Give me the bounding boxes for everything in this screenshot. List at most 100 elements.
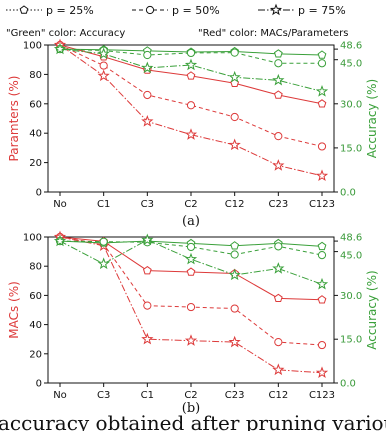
panel-b-series-right-circle-point bbox=[317, 251, 327, 260]
panel-b-series-left-star-point bbox=[315, 366, 329, 378]
panel-b-right-tick-label: 15.0 bbox=[340, 335, 362, 346]
panel-a-series-right-star-point bbox=[97, 47, 110, 60]
panel-b-series-right-star-point bbox=[53, 234, 67, 247]
panel-b-series-left-pentagon-point bbox=[186, 267, 196, 276]
panel-b-left-tick-label: 20 bbox=[29, 349, 42, 360]
panel-b-left-tick-label: 80 bbox=[29, 262, 42, 273]
panel-b-series-right-star-point bbox=[141, 233, 154, 246]
panel-b-y2-axis-label: Accuracy (%) bbox=[365, 270, 379, 349]
panel-b-series-left-star-point bbox=[184, 334, 198, 346]
panel-b-series-left-circle-point bbox=[317, 340, 327, 350]
red-color-note: "Red" color: MACs/Parameters bbox=[198, 28, 348, 39]
panel-a-series-left-circle-point bbox=[274, 132, 283, 141]
panel-a-series-right-circle-point bbox=[230, 48, 239, 57]
panel-a-series-right-star-point bbox=[53, 42, 67, 55]
panel-a-right-tick-label: 0.0 bbox=[340, 188, 356, 199]
panel-a-x-tick-label: C2 bbox=[184, 199, 197, 210]
panel-a-left-tick-label: 40 bbox=[29, 129, 42, 140]
panel-a-series-right-circle-point bbox=[274, 59, 283, 68]
panel-a-series-right-star-point bbox=[315, 85, 329, 97]
panel-a-series-left-circle-point bbox=[186, 101, 196, 110]
panel-a-panel-label: (a) bbox=[182, 214, 200, 229]
panel-a-series-right-star-point bbox=[141, 61, 154, 74]
panel-a-x-tick-label: No bbox=[53, 199, 67, 210]
panel-b-x-tick-label: C12 bbox=[268, 390, 288, 401]
panel-a-x-tick-label: C3 bbox=[141, 199, 154, 210]
panel-a-x-tick-label: C123 bbox=[309, 199, 335, 210]
panel-b-left-tick-label: 40 bbox=[29, 320, 42, 331]
panel-b-x-tick-label: No bbox=[53, 390, 67, 401]
panel-a-series-left-star-point bbox=[228, 138, 241, 151]
panel-b-series-right-circle-point bbox=[274, 242, 283, 251]
panel-a-right-tick-label: 30.0 bbox=[340, 99, 362, 110]
panel-a-series-right-circle-point bbox=[186, 48, 196, 58]
panel-b-series-left-pentagon-point bbox=[142, 265, 152, 275]
panel-a-y-axis-label: Paramters (%) bbox=[7, 76, 21, 162]
panel-b-series-right-star-point bbox=[97, 257, 110, 270]
panel-b-series-left-circle-point bbox=[230, 304, 239, 313]
panel-a-series-left-circle-point bbox=[143, 90, 152, 100]
chart-panel-b: 0 20 40 60 80 100 0.0 15.0 30.0 45.0 48.6 No C3 C1 C2 C… bbox=[7, 230, 379, 416]
panel-b-right-tick-label: 45.0 bbox=[340, 251, 362, 262]
panel-a-series-right-star-point bbox=[272, 73, 285, 86]
legend-label-circle: p = 50% bbox=[172, 4, 220, 17]
panel-a-x-tick-label: C1 bbox=[97, 199, 110, 210]
panel-a-left-tick-label: 0 bbox=[36, 188, 42, 199]
panel-a-series-left-star-point bbox=[184, 128, 198, 140]
panel-b-series-left-circle-point bbox=[143, 301, 152, 310]
panel-b-x-tick-label: C1 bbox=[141, 390, 154, 401]
panel-b-left-tick-label: 60 bbox=[29, 291, 42, 302]
panel-b-y-axis-label: MACs (%) bbox=[7, 281, 21, 339]
legend-marker-star bbox=[269, 3, 283, 16]
legend-marker-pentagon bbox=[19, 5, 29, 14]
panel-a-right-tick-label: 48.6 bbox=[340, 41, 362, 52]
caption-fragment: accuracy obtained after pruning various bbox=[0, 411, 386, 431]
legend-label-star: p = 75% bbox=[298, 4, 346, 17]
panel-b-series-right-circle-point bbox=[99, 237, 108, 246]
panel-a-series-right-circle-point bbox=[317, 59, 327, 68]
panel-a-series-left-circle-point bbox=[317, 142, 327, 151]
panel-a-series-right-star-point bbox=[228, 70, 241, 83]
panel-b-series-right-circle-point bbox=[230, 250, 239, 259]
panel-b-x-tick-label: C2 bbox=[184, 390, 197, 401]
panel-a-y2-axis-label: Accuracy (%) bbox=[365, 79, 379, 158]
panel-b-right-tick-label: 30.0 bbox=[340, 291, 362, 302]
panel-b-panel-label: (b) bbox=[182, 401, 200, 416]
legend-marker-circle bbox=[145, 5, 155, 15]
panel-b-x-tick-label: C123 bbox=[309, 390, 335, 401]
panel-a-series-left-pentagon-point bbox=[317, 99, 327, 108]
panel-a-series-left-pentagon-point bbox=[273, 90, 283, 99]
panel-a-x-tick-label: C12 bbox=[225, 199, 245, 210]
panel-b-series-left-pentagon-point bbox=[273, 293, 283, 303]
panel-b-series-left-star-point bbox=[141, 332, 154, 345]
panel-a-series-left-circle-point bbox=[99, 61, 108, 70]
panel-a-series-left-pentagon-point bbox=[186, 71, 196, 80]
panel-b-right-tick-label: 48.6 bbox=[340, 233, 362, 244]
legend-label-pentagon: p = 25% bbox=[46, 4, 94, 17]
panel-a-series-right-pentagon-point bbox=[273, 49, 283, 58]
panel-a-series-left-circle-point bbox=[230, 112, 239, 122]
panel-b-series-left-pentagon-point bbox=[317, 295, 327, 304]
panel-b-series-right-star-point bbox=[184, 252, 198, 265]
panel-a-series-left-star-point bbox=[141, 115, 154, 127]
panel-b-series-right-pentagon-point bbox=[230, 241, 240, 250]
green-color-note: "Green" color: Accuracy bbox=[6, 28, 125, 39]
panel-a-series-left-star-point bbox=[97, 69, 110, 82]
legend: p = 25% p = 50% p = 75% bbox=[6, 3, 346, 17]
panel-a-right-tick-label: 45.0 bbox=[340, 59, 362, 70]
panel-a-series-right-pentagon-point bbox=[317, 50, 327, 59]
chart-panel-a: 0 20 40 60 80 100 0.0 15.0 30.0 45.0 48.6 No C1 C3 C2 C… bbox=[7, 38, 379, 229]
panel-a-series-right-circle-point bbox=[143, 50, 152, 60]
panel-a-left-tick-label: 100 bbox=[23, 41, 42, 52]
panel-a-series-right-star-point bbox=[184, 58, 198, 71]
panel-b-series-right-star-point bbox=[315, 277, 329, 290]
panel-b-series-right-star-point bbox=[272, 262, 285, 274]
panel-b-series-right-circle-point bbox=[186, 242, 196, 252]
panel-b-x-tick-label: C23 bbox=[225, 390, 245, 401]
panel-b-series-left-star-point bbox=[228, 335, 241, 348]
panel-b-series-left-star-point bbox=[272, 363, 285, 376]
panel-a-left-tick-label: 20 bbox=[29, 158, 42, 169]
panel-a-right-tick-label: 15.0 bbox=[340, 143, 362, 154]
panel-a-left-tick-label: 60 bbox=[29, 99, 42, 110]
